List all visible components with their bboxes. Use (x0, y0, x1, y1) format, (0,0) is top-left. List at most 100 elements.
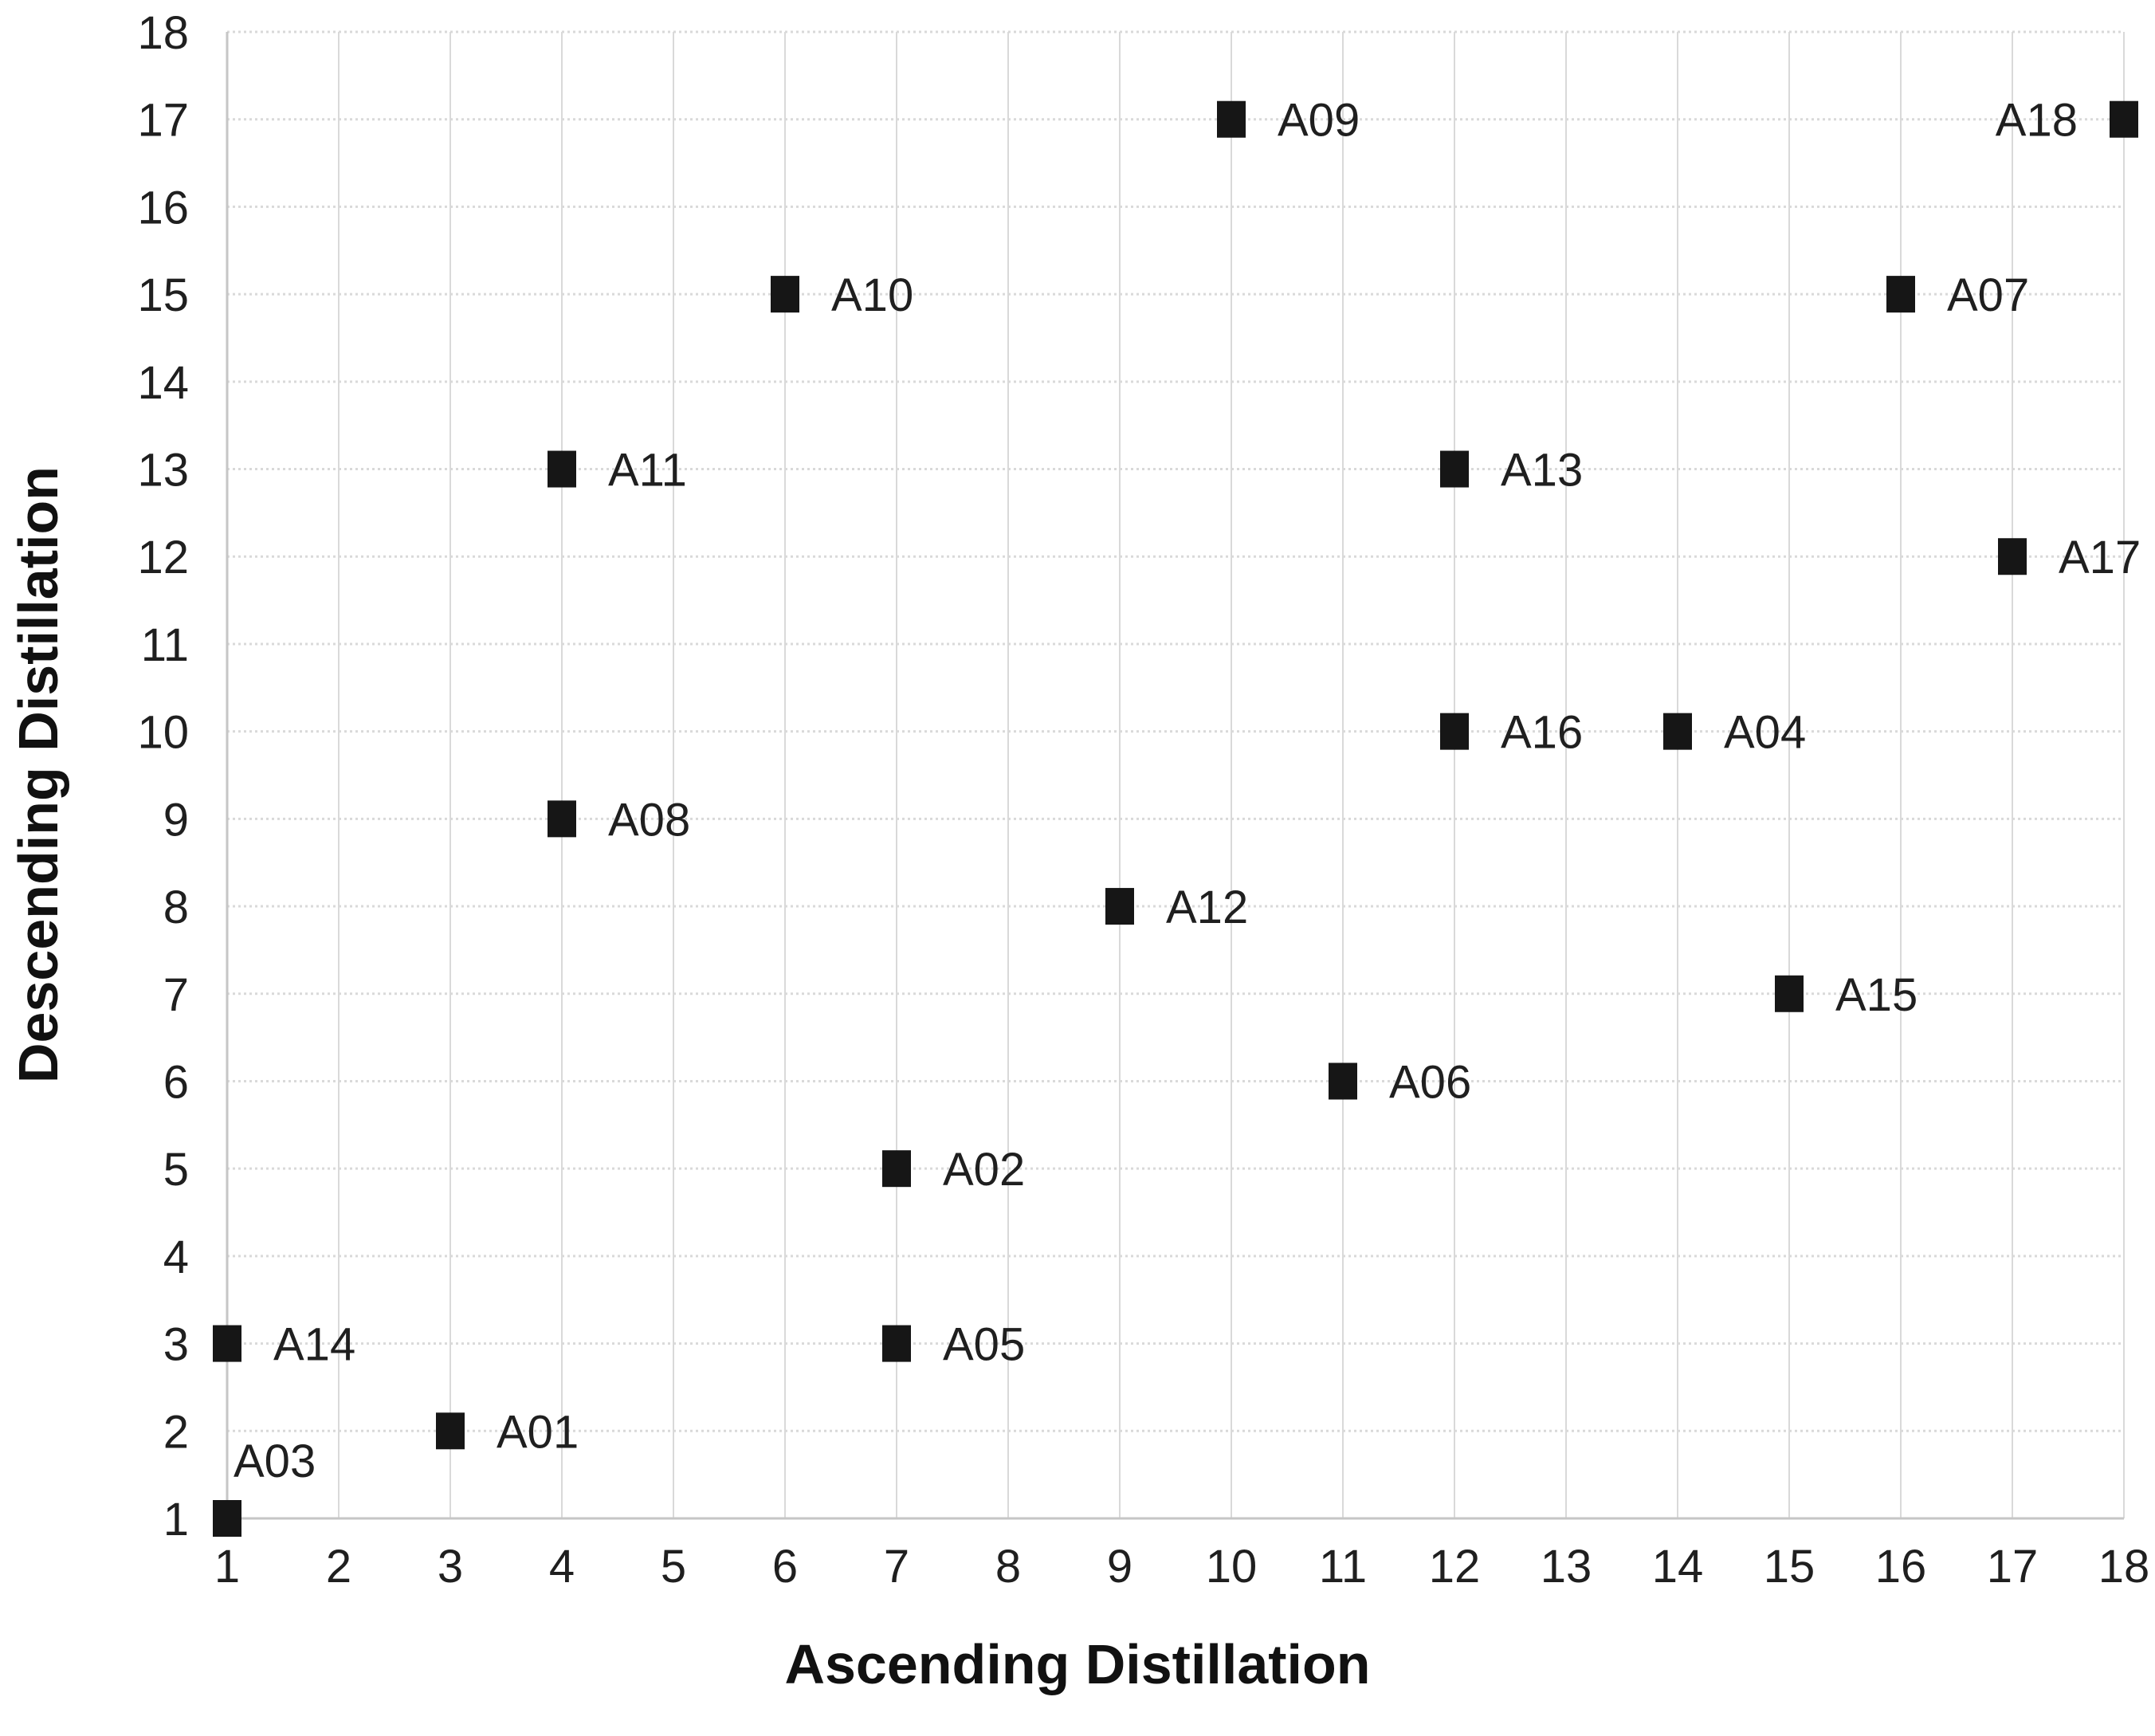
y-tick-label: 5 (163, 1144, 189, 1196)
point-marker (548, 800, 576, 838)
y-tick-label: 16 (137, 182, 189, 234)
point-marker (2110, 100, 2138, 138)
point-marker (213, 1500, 241, 1537)
data-point: A07 (1886, 269, 2029, 321)
point-marker (882, 1150, 911, 1188)
x-tick-label: 1 (214, 1541, 240, 1593)
point-marker (1329, 1062, 1357, 1100)
point-marker (1440, 713, 1469, 750)
y-tick-label: 15 (137, 269, 189, 321)
y-tick-label: 8 (163, 882, 189, 933)
x-tick-labels: 1 2 3 4 5 6 7 8 9 10 11 12 13 14 15 16 17 18 (214, 1541, 2149, 1593)
x-tick-label: 13 (1541, 1541, 1592, 1593)
data-point: A10 (771, 269, 913, 321)
y-tick-label: 6 (163, 1056, 189, 1108)
data-point: A13 (1440, 445, 1583, 497)
y-tick-label: 9 (163, 794, 189, 846)
point-marker (548, 450, 576, 488)
point-label: A13 (1501, 445, 1583, 497)
y-tick-label: 7 (163, 969, 189, 1021)
point-label: A18 (1996, 95, 2078, 147)
point-marker (213, 1325, 241, 1362)
point-marker (882, 1325, 911, 1362)
data-point: A03 (213, 1436, 316, 1537)
point-label: A09 (1278, 95, 1360, 147)
x-tick-label: 8 (995, 1541, 1021, 1593)
point-label: A06 (1389, 1056, 1471, 1108)
point-marker (436, 1412, 465, 1450)
y-tick-label: 17 (137, 95, 189, 147)
point-label: A12 (1166, 882, 1248, 933)
data-point: A01 (436, 1406, 579, 1458)
data-point: A15 (1775, 969, 1918, 1021)
point-label: A07 (1947, 269, 2029, 321)
point-label: A11 (608, 445, 687, 497)
point-label: A02 (943, 1144, 1025, 1196)
data-point: A17 (1998, 532, 2141, 583)
point-label: A08 (608, 794, 690, 846)
point-label: A17 (2059, 532, 2141, 583)
y-tick-label: 14 (137, 357, 189, 409)
data-point: A04 (1663, 707, 1806, 759)
point-marker (1998, 538, 2027, 575)
horizontal-gridlines (227, 30, 2124, 1520)
data-point: A16 (1440, 707, 1583, 759)
point-label: A16 (1501, 707, 1583, 759)
point-label: A14 (273, 1319, 355, 1371)
x-tick-label: 14 (1652, 1541, 1704, 1593)
y-tick-label: 11 (141, 619, 189, 671)
data-point: A09 (1217, 95, 1360, 147)
x-tick-label: 16 (1875, 1541, 1927, 1593)
data-point: A18 (1996, 95, 2138, 147)
x-tick-label: 11 (1319, 1541, 1367, 1593)
x-axis-title: Ascending Distillation (784, 1633, 1370, 1695)
axis-lines (226, 32, 2124, 1520)
point-marker (1105, 888, 1134, 925)
point-marker (1217, 100, 1246, 138)
data-point: A02 (882, 1144, 1025, 1196)
x-tick-label: 18 (2098, 1541, 2150, 1593)
y-tick-label: 4 (163, 1231, 189, 1283)
x-tick-label: 15 (1764, 1541, 1815, 1593)
vertical-gridlines (226, 32, 2125, 1518)
point-label: A01 (497, 1406, 579, 1458)
x-tick-label: 5 (661, 1541, 686, 1593)
x-tick-label: 9 (1107, 1541, 1132, 1593)
y-tick-label: 2 (163, 1406, 189, 1458)
data-point: A08 (548, 794, 690, 846)
x-tick-label: 12 (1429, 1541, 1481, 1593)
data-point: A14 (213, 1319, 355, 1371)
x-tick-label: 3 (438, 1541, 463, 1593)
data-point: A11 (548, 445, 687, 497)
point-marker (771, 276, 799, 313)
y-tick-label: 12 (137, 532, 189, 583)
point-label: A04 (1724, 707, 1806, 759)
data-point: A05 (882, 1319, 1025, 1371)
point-label: A05 (943, 1319, 1025, 1371)
point-marker (1775, 975, 1804, 1012)
point-marker (1663, 713, 1692, 750)
x-tick-label: 17 (1987, 1541, 2039, 1593)
y-tick-label: 10 (137, 707, 189, 759)
y-tick-label: 1 (163, 1494, 189, 1546)
point-label: A15 (1835, 969, 1918, 1021)
x-tick-label: 10 (1206, 1541, 1258, 1593)
x-tick-label: 2 (326, 1541, 351, 1593)
point-label: A10 (831, 269, 913, 321)
point-marker (1886, 276, 1915, 313)
y-axis-title: Descending Distillation (7, 466, 69, 1083)
point-marker (1440, 450, 1469, 488)
y-tick-label: 3 (163, 1319, 189, 1371)
data-point: A12 (1105, 882, 1248, 933)
y-tick-label: 18 (137, 7, 189, 59)
x-tick-label: 4 (549, 1541, 575, 1593)
x-tick-label: 7 (884, 1541, 909, 1593)
x-tick-label: 6 (772, 1541, 798, 1593)
y-tick-label: 13 (137, 445, 189, 497)
data-points: A01 A02 A03 A04 A05 A06 A07 A08 A09 A10 A11 A12 A13 A… (213, 95, 2141, 1537)
data-point: A06 (1329, 1056, 1471, 1108)
point-label: A03 (234, 1436, 316, 1487)
